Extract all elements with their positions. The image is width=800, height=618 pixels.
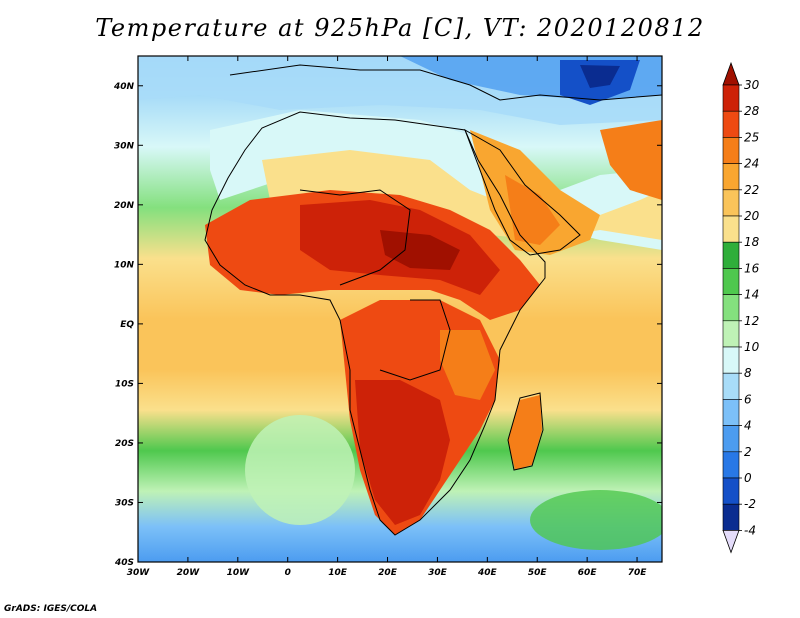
colorbar-swatch: [722, 399, 740, 426]
lat-tick-label: 40N: [113, 82, 135, 92]
colorbar-label: 28: [744, 104, 760, 118]
colorbar-swatch: [722, 477, 740, 505]
lat-tick-label: EQ: [120, 320, 134, 330]
lon-tick-label: 0: [285, 568, 291, 578]
colorbar-label: 24: [744, 157, 759, 171]
colorbar-label: 14: [744, 288, 759, 302]
colorbar-swatch: [722, 137, 740, 164]
lon-tick-label: 20W: [177, 568, 201, 578]
colorbar-swatch: [722, 84, 740, 112]
colorbar-label: 18: [744, 235, 760, 249]
lat-axis: 40N 30N 20N 10N EQ 10S 20S 30S 40S: [113, 82, 662, 568]
colorbar-swatch: [722, 451, 740, 479]
colorbar-bottom-arrow: [722, 530, 740, 554]
temperature-field: [138, 56, 662, 562]
colorbar-label: 22: [744, 183, 759, 197]
lon-tick-label: 60E: [578, 568, 598, 578]
colorbar-label: 6: [744, 392, 752, 406]
colorbar-label: 0: [744, 471, 752, 485]
colorbar-swatch: [722, 241, 740, 269]
lat-tick-label: 20S: [115, 439, 134, 449]
colorbar-label: 25: [744, 130, 759, 144]
lat-tick-label: 20N: [114, 201, 135, 211]
colorbar-label: 16: [744, 261, 760, 275]
colorbar-label: 10: [744, 340, 760, 354]
colorbar-swatch: [722, 294, 740, 322]
lon-tick-label: 20E: [378, 568, 398, 578]
colorbar-label: 8: [744, 366, 752, 380]
map-title: Temperature at 925hPa [C], VT: 202012081…: [95, 14, 705, 42]
colorbar-swatch: [722, 268, 740, 295]
colorbar-label: 12: [744, 314, 759, 328]
lat-tick-label: 30S: [115, 498, 134, 508]
lon-tick-label: 50E: [528, 568, 548, 578]
colorbar-swatch: [722, 425, 740, 453]
colorbar-label: 20: [744, 209, 760, 223]
lon-tick-label: 40E: [477, 568, 498, 578]
colorbar-swatch: [722, 163, 740, 191]
colorbar-swatch: [722, 503, 740, 531]
lat-tick-label: 10S: [115, 379, 134, 389]
credit-text: GrADS: IGES/COLA: [4, 604, 98, 614]
colorbar-label: -2: [744, 497, 756, 511]
colorbar-label: -4: [744, 523, 756, 537]
lon-tick-label: 30E: [428, 568, 448, 578]
colorbar-label: 30: [744, 78, 760, 92]
coastlines: [204, 64, 662, 536]
colorbar-swatch: [722, 215, 740, 243]
lon-tick-label: 10W: [227, 568, 251, 578]
colorbar-swatch: [722, 110, 740, 138]
lon-tick-label: 10E: [328, 568, 348, 578]
colorbar-label: 4: [744, 419, 752, 433]
colorbar-swatch: [722, 372, 740, 400]
plot-frame: [137, 55, 663, 563]
lon-tick-label: 30W: [127, 568, 151, 578]
lat-tick-label: 10N: [114, 260, 135, 270]
lon-axis: 30W 20W 10W 0 10E 20E 30E 40E 50E 60E 70E: [127, 56, 647, 578]
colorbar-swatch: [722, 346, 740, 374]
lon-tick-label: 70E: [628, 568, 648, 578]
lat-tick-label: 40S: [114, 558, 134, 568]
colorbar-label: 2: [744, 445, 752, 459]
colorbar-top-arrow: [722, 61, 740, 86]
colorbar-swatch: [722, 189, 740, 217]
lat-tick-label: 30N: [114, 141, 135, 151]
colorbar-swatch: [722, 320, 740, 348]
